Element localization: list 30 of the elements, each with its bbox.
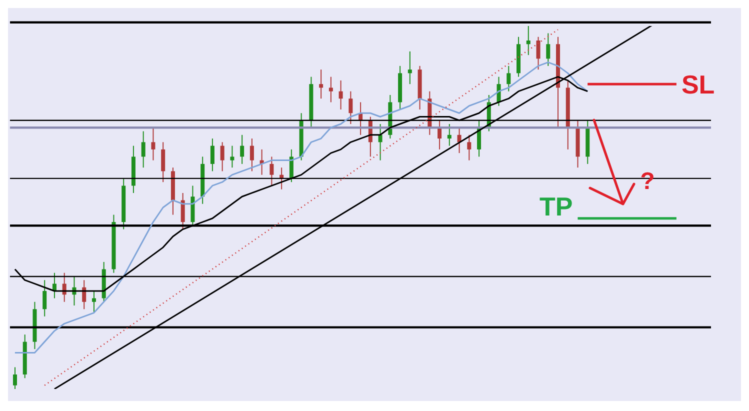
candlestick: [319, 69, 324, 100]
candlestick: [506, 65, 511, 92]
candlestick: [447, 124, 452, 146]
candlestick: [250, 138, 254, 172]
candlestick: [536, 36, 540, 70]
candlestick: [546, 32, 550, 66]
candlestick: [230, 145, 234, 168]
candlestick: [348, 90, 353, 125]
candlestick: [270, 156, 274, 186]
candlestick: [240, 134, 244, 164]
ref-line-label: TP: [539, 192, 573, 222]
candlestick: [438, 120, 442, 150]
candlestick: [161, 142, 166, 183]
candlestick: [151, 127, 156, 161]
candlestick: [12, 366, 17, 389]
candlestick: [210, 138, 214, 172]
candlestick: [141, 130, 146, 168]
candlestick: [328, 76, 333, 103]
candlestick: [289, 148, 294, 183]
candlestick: [408, 50, 412, 85]
candlestick: [338, 80, 343, 110]
candlestick: [220, 142, 224, 172]
ref-line-label: SL: [681, 69, 715, 100]
candlestick: [82, 280, 86, 310]
candlestick: [467, 134, 472, 161]
candlestick: [378, 124, 382, 161]
candlestick: [92, 290, 96, 314]
candlestick: [180, 192, 185, 230]
candlestick: [526, 26, 530, 56]
candlestick: [42, 280, 47, 317]
